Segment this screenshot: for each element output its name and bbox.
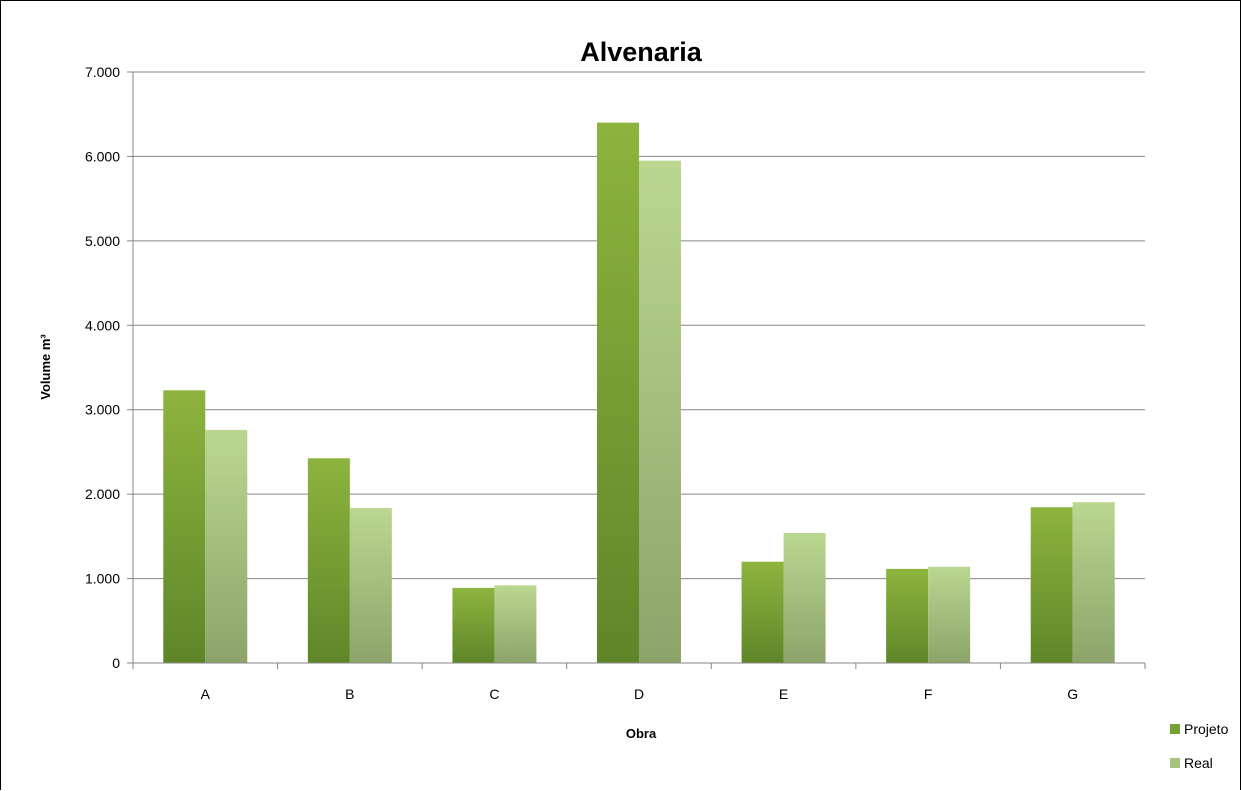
x-tick-label: B: [345, 686, 354, 702]
y-tick-label: 0: [112, 655, 120, 671]
y-tick-label: 7.000: [85, 64, 120, 80]
bar-real-a: [205, 429, 248, 663]
legend-swatch-projeto: [1170, 724, 1180, 734]
legend: Projeto Real: [1170, 721, 1229, 771]
legend-label-projeto: Projeto: [1184, 721, 1229, 737]
tick-labels: 0 1.000 2.000 3.000 4.000 5.000 6.000 7.000 A B C D…: [85, 64, 1078, 702]
bars: [163, 122, 1115, 663]
y-tick-label: 3.000: [85, 402, 120, 418]
bar-projeto-b: [307, 458, 350, 663]
x-tick-label: E: [779, 686, 788, 702]
y-tick-label: 5.000: [85, 233, 120, 249]
x-tick-label: C: [489, 686, 499, 702]
y-axis-title: Volume m³: [38, 334, 53, 400]
y-tick-label: 1.000: [85, 571, 120, 587]
bar-real-e: [783, 532, 826, 663]
bar-projeto-g: [1030, 507, 1073, 663]
legend-swatch-real: [1170, 758, 1180, 768]
x-tick-label: D: [634, 686, 644, 702]
y-tick-label: 4.000: [85, 317, 120, 333]
bar-projeto-d: [597, 122, 639, 663]
chart-title: Alvenaria: [580, 37, 703, 67]
x-tick-label: F: [924, 686, 933, 702]
bar-real-f: [928, 566, 971, 663]
bar-real-c: [494, 585, 537, 663]
y-tick-label: 6.000: [85, 148, 120, 164]
x-axis-title: Obra: [626, 726, 657, 741]
bar-real-g: [1072, 502, 1115, 663]
axes: [132, 72, 1146, 669]
bar-projeto-e: [741, 561, 784, 663]
bar-real-d: [639, 160, 681, 663]
bar-projeto-c: [452, 587, 495, 663]
x-tick-label: G: [1067, 686, 1078, 702]
legend-label-real: Real: [1184, 755, 1213, 771]
bar-projeto-f: [886, 568, 929, 663]
x-tick-label: A: [201, 686, 211, 702]
bar-projeto-a: [163, 390, 206, 663]
y-tick-label: 2.000: [85, 486, 120, 502]
bar-real-b: [349, 508, 392, 663]
